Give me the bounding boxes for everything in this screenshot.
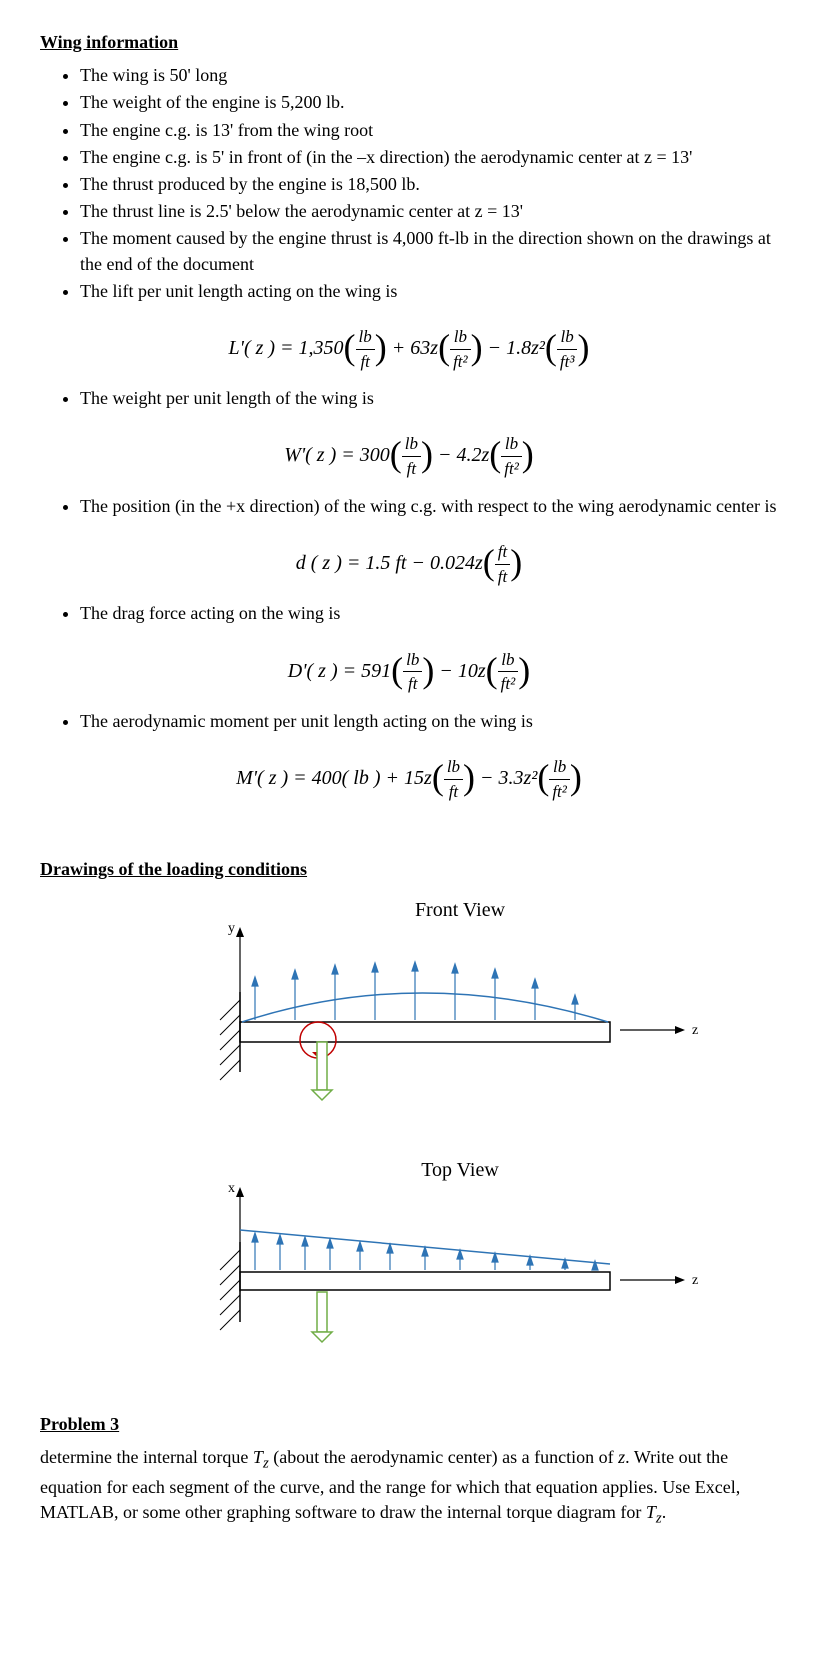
engine-arrow xyxy=(312,1292,332,1342)
front-view-label: Front View xyxy=(415,899,506,921)
bullet: The engine c.g. is 13' from the wing roo… xyxy=(80,118,778,143)
z-axis-label: z xyxy=(692,1273,698,1288)
bullet: The aerodynamic moment per unit length a… xyxy=(80,709,778,734)
bullet: The weight of the engine is 5,200 lb. xyxy=(80,90,778,115)
equation-weight: W'( z ) = 300(lbft) − 4.2z(lbft²) xyxy=(40,431,778,481)
lift-curve xyxy=(242,993,608,1022)
wing-rect xyxy=(240,1022,610,1042)
bullet: The position (in the +x direction) of th… xyxy=(80,494,778,519)
z-axis-label: z xyxy=(692,1023,698,1038)
list-pos: The position (in the +x direction) of th… xyxy=(40,494,778,519)
engine-arrow xyxy=(312,1042,332,1100)
y-axis-label: y xyxy=(228,921,235,936)
bullet: The weight per unit length of the wing i… xyxy=(80,386,778,411)
wing-info-list: The wing is 50' long The weight of the e… xyxy=(40,63,778,304)
top-view-label: Top View xyxy=(421,1159,499,1181)
bullet: The engine c.g. is 5' in front of (in th… xyxy=(80,145,778,170)
bullet: The thrust line is 2.5' below the aerody… xyxy=(80,199,778,224)
wing-info-title: Wing information xyxy=(40,30,778,55)
bullet: The moment caused by the engine thrust i… xyxy=(80,226,778,276)
drawings-title: Drawings of the loading conditions xyxy=(40,857,778,882)
problem-body: determine the internal torque Tz (about … xyxy=(40,1445,778,1529)
list-weight: The weight per unit length of the wing i… xyxy=(40,386,778,411)
problem-title: Problem 3 xyxy=(40,1412,778,1437)
lift-arrows xyxy=(252,962,578,1020)
diagram-front-view: Front View y z xyxy=(160,892,778,1122)
front-view-svg: Front View y z xyxy=(160,892,720,1122)
top-view-svg: Top View x z xyxy=(160,1152,720,1352)
bullet: The wing is 50' long xyxy=(80,63,778,88)
bullet: The lift per unit length acting on the w… xyxy=(80,279,778,304)
arrow-up-icon xyxy=(236,927,244,937)
equation-lift: L'( z ) = 1,350(lbft) + 63z(lbft²) − 1.8… xyxy=(40,324,778,374)
x-axis-label: x xyxy=(228,1181,235,1196)
dist-arrows xyxy=(252,1233,598,1270)
eq-lhs: L'( z ) = 1,350 xyxy=(229,337,344,359)
equation-drag: D'( z ) = 591(lbft) − 10z(lbft²) xyxy=(40,647,778,697)
diagram-top-view: Top View x z xyxy=(160,1152,778,1352)
bullet: The thrust produced by the engine is 18,… xyxy=(80,172,778,197)
arrow-up-icon xyxy=(236,1187,244,1197)
equation-pos: d ( z ) = 1.5 ft − 0.024z(ftft) xyxy=(40,539,778,589)
wing-rect xyxy=(240,1272,610,1290)
arrow-right-icon xyxy=(675,1026,685,1034)
list-moment: The aerodynamic moment per unit length a… xyxy=(40,709,778,734)
equation-moment: M'( z ) = 400( lb ) + 15z(lbft) − 3.3z²(… xyxy=(40,754,778,804)
list-drag: The drag force acting on the wing is xyxy=(40,601,778,626)
bullet: The drag force acting on the wing is xyxy=(80,601,778,626)
arrow-right-icon xyxy=(675,1276,685,1284)
